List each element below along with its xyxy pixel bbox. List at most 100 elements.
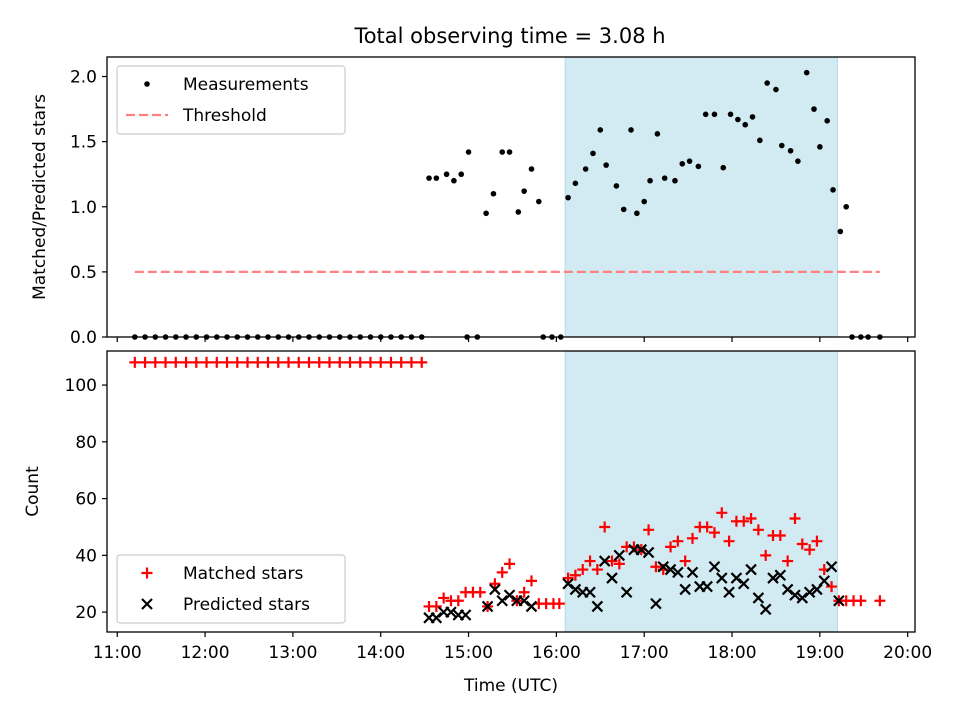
measurements-point: [572, 180, 579, 187]
legend-swatch: [141, 567, 153, 579]
legend-label: Measurements: [183, 75, 309, 95]
matched-stars-point: [313, 356, 325, 368]
matched-stars-point: [606, 555, 618, 567]
measurements-point: [778, 142, 785, 149]
matched-stars-point: [569, 569, 581, 581]
matched-stars-point: [452, 595, 464, 607]
matched-stars-point: [303, 356, 315, 368]
predicted-stars-point: [723, 586, 735, 599]
measurements-point: [764, 80, 770, 86]
predicted-stars-point: [730, 572, 743, 584]
measurements-point: [443, 171, 450, 178]
matched-stars-point: [826, 581, 838, 593]
count-y-axis-label: Count: [23, 466, 43, 517]
predicted-stars-point: [825, 560, 838, 573]
matched-stars-point: [170, 356, 182, 368]
matched-stars-point: [160, 356, 172, 368]
y-tick-label: 1.5: [70, 133, 97, 153]
matched-stars-point: [643, 524, 655, 536]
predicted-stars-point: [796, 592, 809, 604]
predicted-stars-point: [833, 595, 845, 607]
matched-stars-point: [518, 586, 530, 598]
predicted-stars-point: [489, 583, 501, 596]
measurements-point: [647, 177, 653, 184]
measurements-point: [565, 194, 571, 201]
predicted-stars-point: [672, 566, 684, 579]
predicted-stars-point: [767, 572, 779, 584]
predicted-stars-point: [525, 600, 538, 613]
matched-stars-point: [323, 356, 335, 368]
x-axis-label: Time (UTC): [463, 676, 558, 696]
figure-title: Total observing time = 3.08 h: [353, 24, 665, 48]
matched-stars-point: [180, 356, 192, 368]
matched-stars-point: [405, 356, 417, 368]
matched-stars-point: [650, 561, 662, 573]
measurements-point: [843, 203, 850, 210]
measurements-point: [528, 166, 535, 172]
measurements-point: [695, 163, 702, 170]
matched-stars-point: [789, 512, 801, 524]
predicted-stars-point: [481, 600, 494, 613]
measurements-point: [711, 111, 718, 118]
axes-frame: [106, 350, 916, 633]
predicted-stars-point: [803, 586, 816, 599]
legend-label: Predicted stars: [183, 595, 310, 615]
x-tick-label: 14:00: [356, 643, 405, 663]
legend-box: [116, 65, 346, 135]
x-tick-label: 11:00: [93, 643, 142, 663]
axes-frame: [106, 56, 916, 338]
matched-stars-point: [774, 529, 786, 541]
matched-stars-point: [504, 558, 516, 570]
measurements-point: [727, 111, 734, 118]
x-tick-label: 13:00: [268, 643, 317, 663]
x-tick-label: 20:00: [883, 643, 932, 663]
y-tick-label: 1.0: [70, 198, 97, 218]
ratio-legend: Measurements Threshold: [116, 65, 346, 135]
measurements-point: [603, 162, 609, 168]
predicted-stars-point: [752, 592, 765, 604]
measurements-point: [597, 127, 604, 133]
matched-stars-point: [760, 549, 772, 561]
x-tick-label: 18:00: [708, 643, 757, 663]
matched-stars-point: [855, 595, 867, 607]
measurements-point: [451, 177, 457, 184]
predicted-stars-point: [584, 586, 596, 599]
measurements-point: [521, 188, 527, 194]
measurements-point: [506, 149, 513, 155]
predicted-stars-point: [716, 572, 728, 584]
matched-stars-point: [221, 356, 233, 368]
measurements-point: [742, 121, 749, 128]
matched-stars-point: [672, 535, 684, 547]
legend-swatch: [144, 81, 150, 87]
x-tick-label: 19:00: [795, 643, 844, 663]
predicted-stars-point: [759, 603, 772, 616]
shaded-window: [564, 350, 838, 633]
matched-stars-point: [354, 356, 366, 368]
predicted-stars-point: [459, 609, 472, 621]
matched-stars-point: [139, 356, 151, 368]
matched-stars-point: [334, 356, 346, 368]
matched-stars-point: [525, 575, 537, 587]
measurements-point: [590, 150, 596, 157]
measurements-point: [654, 131, 661, 137]
measurements-point: [757, 137, 763, 144]
predicted-stars-point: [518, 595, 530, 607]
predicted-stars-point: [591, 600, 604, 613]
y-tick-label: 2.0: [70, 68, 97, 88]
matched-stars-point: [283, 356, 295, 368]
measurements-point: [628, 127, 634, 133]
predicted-stars-point: [620, 586, 633, 599]
predicted-stars-point: [701, 580, 713, 593]
matched-stars-point: [796, 538, 808, 550]
matched-stars-point: [364, 356, 376, 368]
matched-stars-point: [553, 598, 565, 610]
measurements-point: [499, 149, 506, 155]
legend-box: [116, 554, 346, 624]
matched-stars-point: [613, 558, 625, 570]
matched-stars-point: [687, 532, 699, 544]
ratio-panel: 0.00.51.01.52.0 Matched/Predicted stars …: [30, 56, 916, 348]
matched-stars-point: [375, 356, 387, 368]
measurements-point: [702, 111, 709, 118]
matched-stars-point: [708, 527, 720, 539]
predicted-stars-point: [781, 583, 794, 596]
